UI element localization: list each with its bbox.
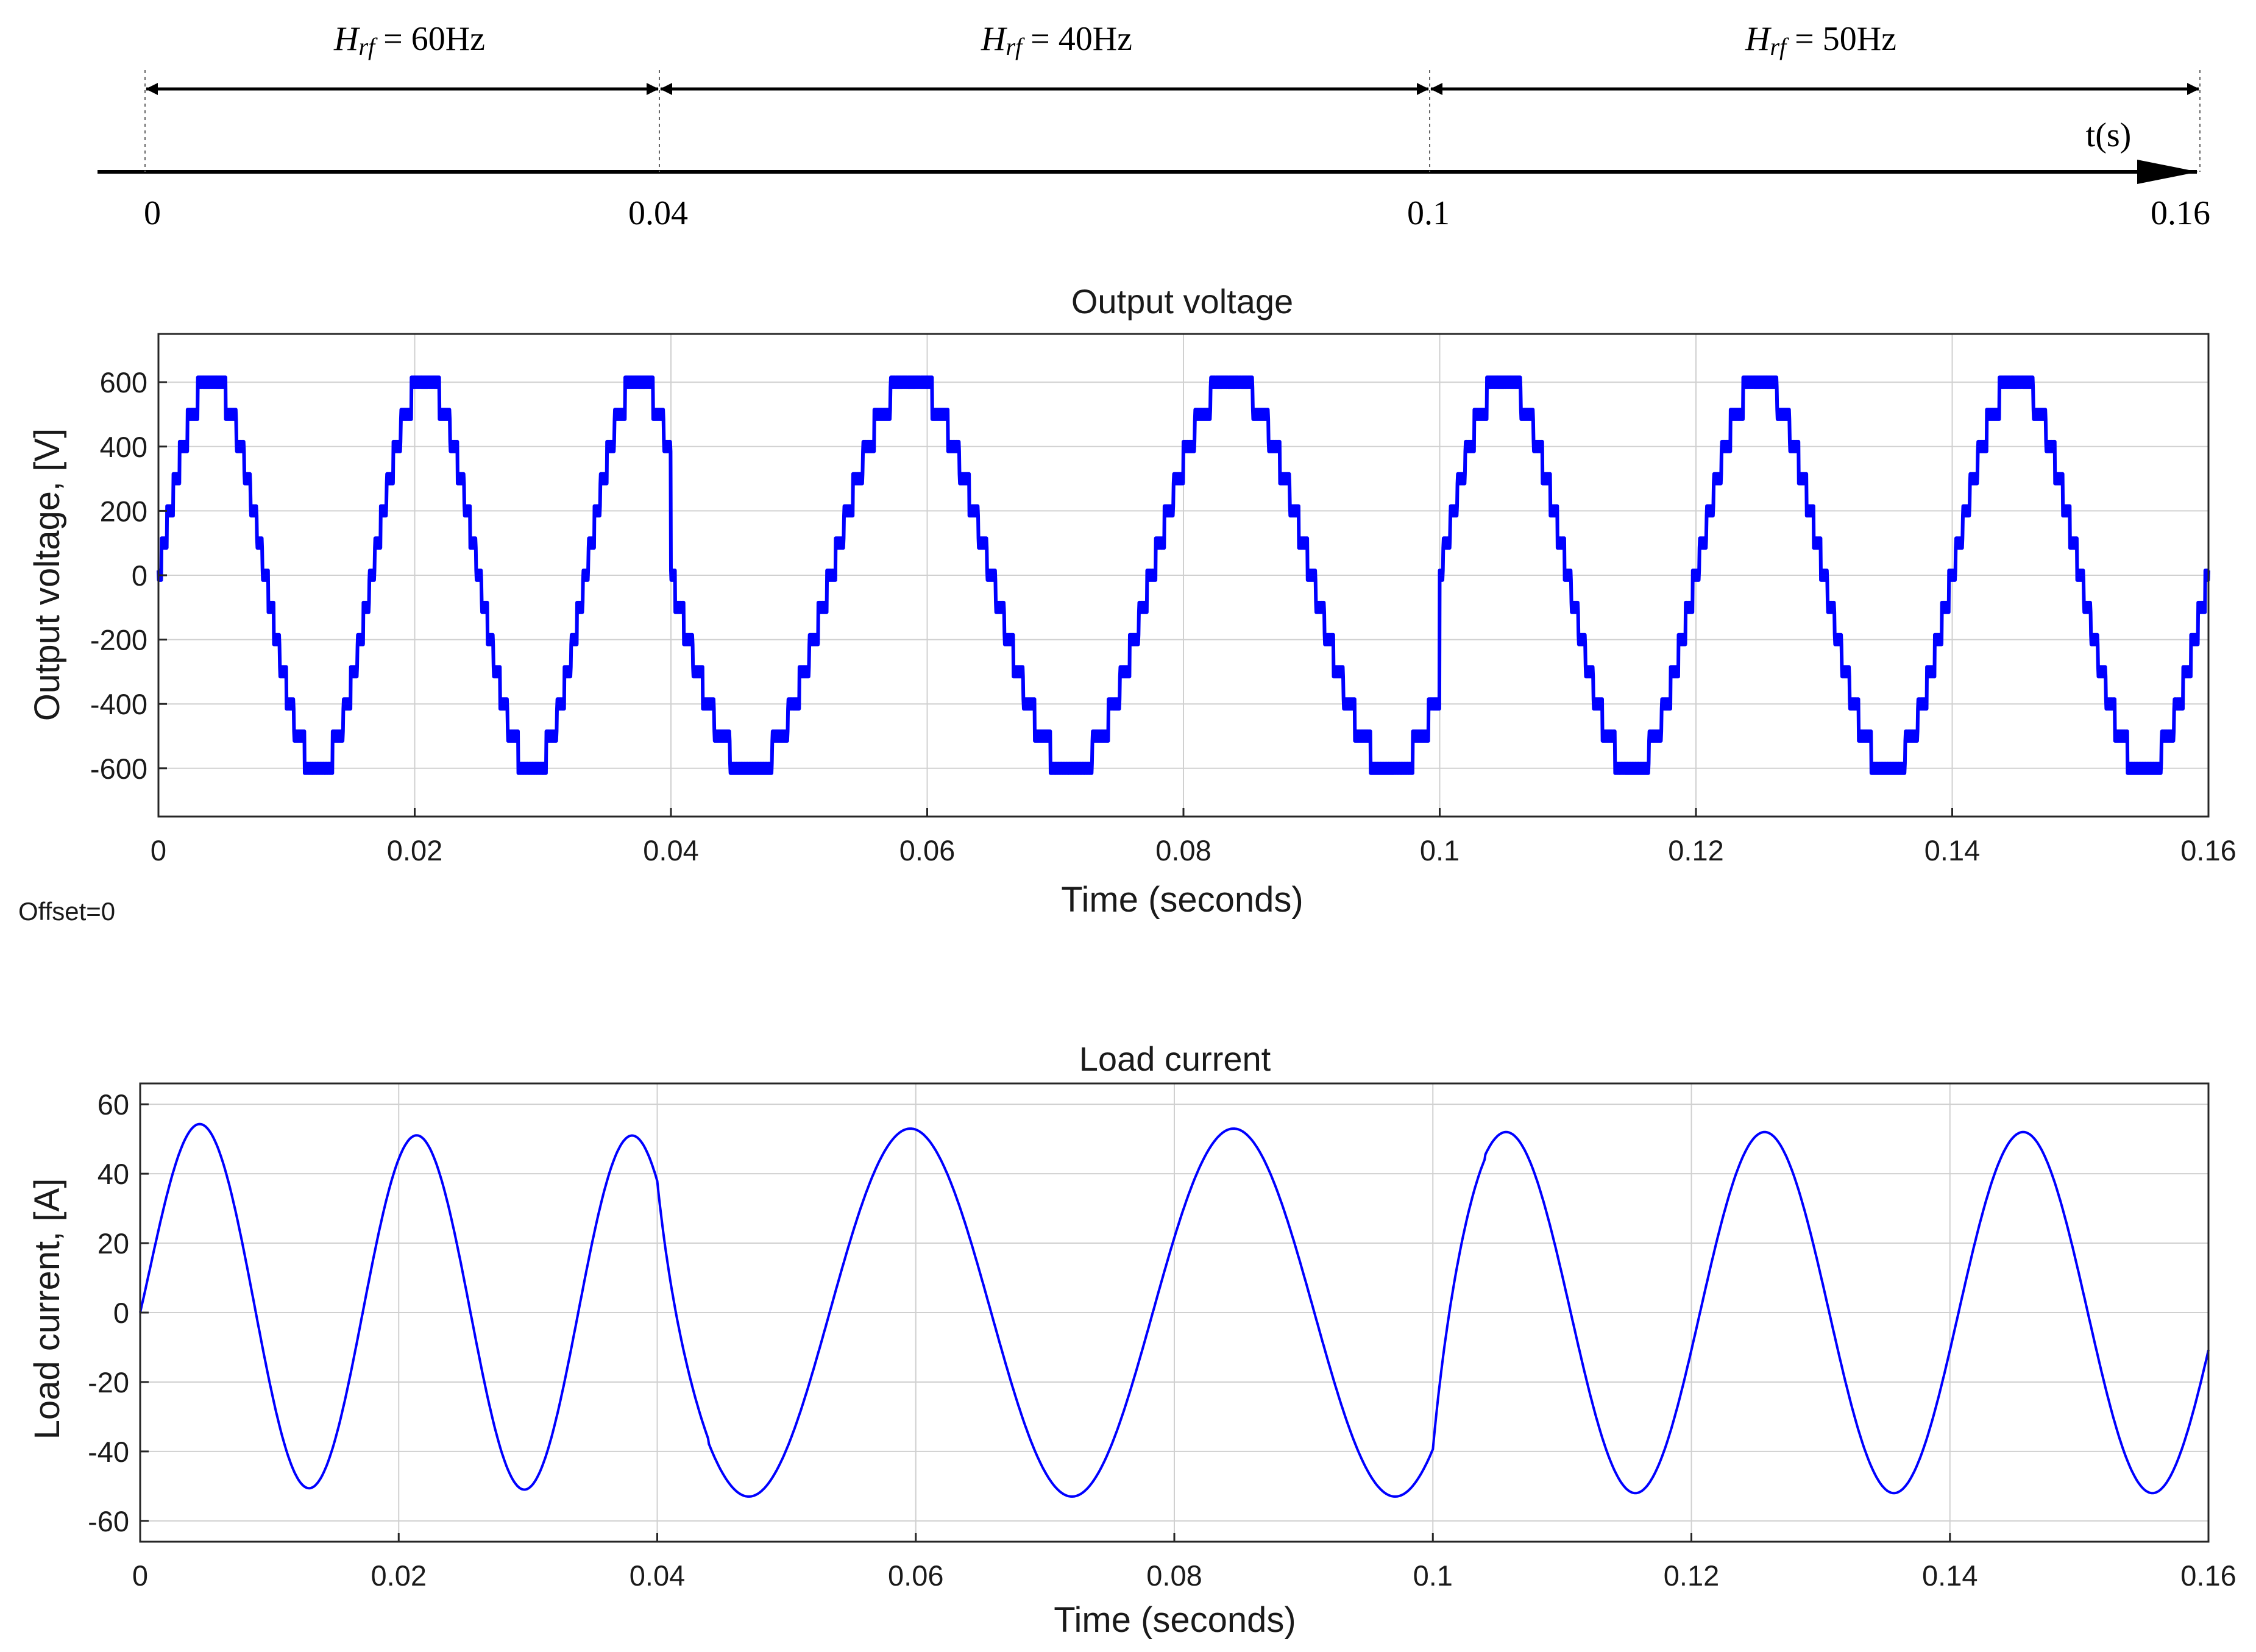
x-axis-label: Time (seconds)	[1061, 880, 1304, 920]
tick-labels: 0 0.02 0.04 0.06 0.08 0.1 0.12 0.14 0.16 -60 -40 -2…	[88, 1088, 2236, 1592]
y-tick-label: -600	[90, 753, 147, 785]
y-tick-label: -20	[88, 1366, 129, 1399]
hz-symbol: H	[981, 20, 1007, 58]
y-tick-label: 20	[98, 1227, 129, 1260]
current-waveform	[139, 1122, 2210, 1498]
x-tick-label: 0.1	[1420, 834, 1460, 867]
y-tick-label: -200	[90, 624, 147, 656]
timeline-axis-label: t(s)	[2086, 116, 2132, 154]
hz-symbol: H	[1745, 20, 1772, 58]
hz-symbol: H	[333, 20, 360, 58]
x-tick-label: 0.16	[2180, 1559, 2236, 1592]
x-tick-label: 0.06	[899, 834, 955, 867]
x-tick-label: 0.08	[1146, 1559, 1202, 1592]
segment-label-50hz: Hrf = 50Hz	[1745, 20, 1896, 60]
tick-labels: 0 0.02 0.04 0.06 0.08 0.1 0.12 0.14 0.16 -600 -400…	[90, 366, 2236, 867]
timeline-tick-label: 0.16	[2151, 194, 2210, 232]
gridlines	[158, 334, 2209, 817]
timeline-tick-label: 0.04	[628, 194, 688, 232]
frequency-timeline: Hrf = 60Hz Hrf = 40Hz Hrf = 50Hz t(s) 0 …	[98, 20, 2210, 232]
x-tick-label: 0.14	[1924, 834, 1980, 867]
x-tick-label: 0.14	[1922, 1559, 1978, 1592]
load-current-chart: Load current 0 0.02 0.04 0.06 0.08 0.1 0.12 0.1…	[27, 1040, 2236, 1640]
y-tick-label: 60	[98, 1088, 129, 1121]
y-tick-label: 200	[100, 495, 147, 527]
voltage-waveform	[157, 375, 2210, 775]
chart-title: Output voltage	[1071, 282, 1293, 321]
x-tick-label: 0	[151, 834, 166, 867]
x-tick-label: 0.12	[1668, 834, 1723, 867]
x-tick-label: 0.16	[2180, 834, 2236, 867]
y-tick-label: 0	[113, 1297, 129, 1329]
x-axis-label: Time (seconds)	[1054, 1600, 1296, 1640]
gridlines	[140, 1083, 2209, 1542]
x-tick-label: 0.04	[630, 1559, 685, 1592]
y-tick-label: 40	[98, 1158, 129, 1190]
y-axis-label: Load current, [A]	[27, 1179, 67, 1440]
x-tick-label: 0	[132, 1559, 148, 1592]
hz-value: = 40Hz	[1022, 20, 1132, 58]
hz-subscript: rf	[358, 33, 378, 60]
x-tick-label: 0.04	[643, 834, 698, 867]
y-tick-label: -40	[88, 1436, 129, 1468]
x-tick-label: 0.02	[371, 1559, 427, 1592]
chart-title: Load current	[1079, 1040, 1271, 1078]
x-tick-label: 0.06	[888, 1559, 943, 1592]
y-tick-label: 400	[100, 431, 147, 463]
y-tick-label: -60	[88, 1505, 129, 1537]
hz-subscript: rf	[1770, 33, 1789, 60]
y-tick-label: 600	[100, 366, 147, 399]
offset-label: Offset=0	[18, 897, 115, 926]
timeline-tick-label: 0.1	[1407, 194, 1450, 232]
y-tick-label: 0	[132, 559, 147, 592]
x-tick-label: 0.12	[1664, 1559, 1719, 1592]
x-tick-label: 0.02	[387, 834, 442, 867]
hz-value: = 60Hz	[375, 20, 485, 58]
hz-value: = 50Hz	[1786, 20, 1896, 58]
segment-label-60hz: Hrf = 60Hz	[333, 20, 485, 60]
x-tick-label: 0.08	[1155, 834, 1211, 867]
y-tick-label: -400	[90, 688, 147, 720]
hz-subscript: rf	[1006, 33, 1025, 60]
y-axis-label: Output voltage, [V]	[27, 428, 67, 721]
timeline-tick-label: 0	[144, 194, 161, 232]
segment-label-40hz: Hrf = 40Hz	[981, 20, 1132, 60]
x-tick-label: 0.1	[1413, 1559, 1453, 1592]
output-voltage-chart: Output voltage 0 0.02 0.04 0.06 0.08 0.1 0.12 0…	[27, 282, 2236, 920]
